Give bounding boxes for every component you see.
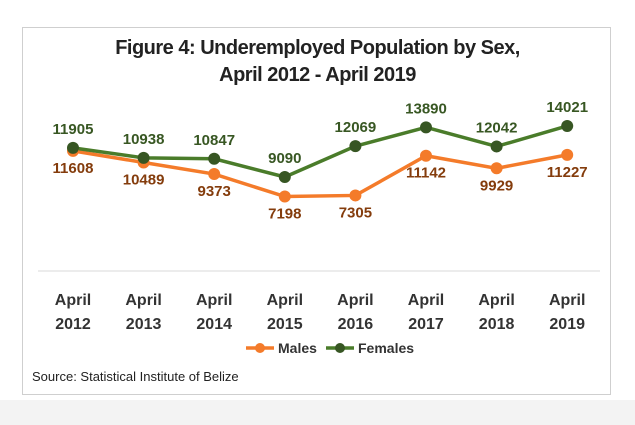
chart-title-line1: Figure 4: Underemployed Population by Se…: [115, 37, 520, 59]
data-label-females: 11905: [53, 121, 94, 138]
x-tick-label: April: [549, 292, 585, 309]
data-label-females: 14021: [546, 99, 588, 116]
data-point-females: [561, 119, 574, 132]
data-point-females: [208, 152, 221, 165]
data-label-males: 10489: [123, 172, 165, 189]
legend-label-males: Males: [278, 340, 317, 356]
data-label-females: 12042: [476, 119, 518, 136]
data-point-females: [67, 141, 79, 154]
x-tick-label: April: [478, 292, 514, 309]
data-label-males: 11227: [547, 164, 588, 181]
data-label-females: 13890: [405, 100, 447, 117]
x-tick-label: April: [408, 292, 444, 309]
data-label-males: 9373: [198, 183, 231, 200]
x-tick-label: 2018: [479, 316, 515, 333]
x-tick-label: April: [196, 292, 232, 309]
data-point-females: [278, 170, 291, 183]
x-tick-label: 2015: [267, 316, 303, 333]
data-label-males: 9929: [480, 177, 513, 194]
data-label-females: 12069: [335, 119, 377, 136]
x-tick-label: April: [125, 292, 161, 309]
legend-marker-females: [335, 343, 345, 353]
x-tick-label: 2014: [196, 316, 232, 333]
data-point-females: [137, 151, 150, 164]
x-tick-label: April: [337, 292, 373, 309]
series-line-females: [72, 124, 568, 179]
data-point-males: [420, 149, 432, 162]
x-tick-label: 2019: [549, 316, 585, 333]
data-point-females: [490, 140, 503, 153]
legend-label-females: Females: [358, 340, 414, 356]
data-point-males: [490, 162, 503, 175]
x-tick-label: 2013: [126, 316, 162, 333]
data-point-females: [349, 140, 362, 153]
data-label-males: 11608: [53, 160, 94, 177]
x-tick-label: April: [55, 292, 91, 309]
series-line-males: [72, 149, 568, 199]
chart-frame: [22, 27, 611, 395]
chart-title-line2: April 2012 - April 2019: [219, 64, 416, 86]
data-point-males: [278, 190, 291, 203]
data-point-males: [208, 168, 221, 181]
source-note: Source: Statistical Institute of Belize: [32, 369, 239, 384]
data-point-females: [420, 121, 432, 134]
x-tick-label: 2016: [338, 316, 374, 333]
data-label-males: 7305: [339, 204, 372, 221]
data-label-females: 9090: [268, 150, 301, 167]
data-label-females: 10938: [123, 131, 165, 148]
background-strip: [0, 400, 635, 425]
data-label-females: 10847: [193, 132, 235, 149]
data-label-males: 7198: [268, 206, 301, 223]
legend-marker-males: [255, 343, 265, 353]
data-point-males: [349, 189, 362, 202]
x-tick-label: 2012: [55, 316, 91, 333]
x-tick-label: 2017: [408, 316, 444, 333]
data-point-males: [561, 148, 574, 161]
x-tick-label: April: [267, 292, 303, 309]
data-label-males: 11142: [406, 165, 446, 182]
